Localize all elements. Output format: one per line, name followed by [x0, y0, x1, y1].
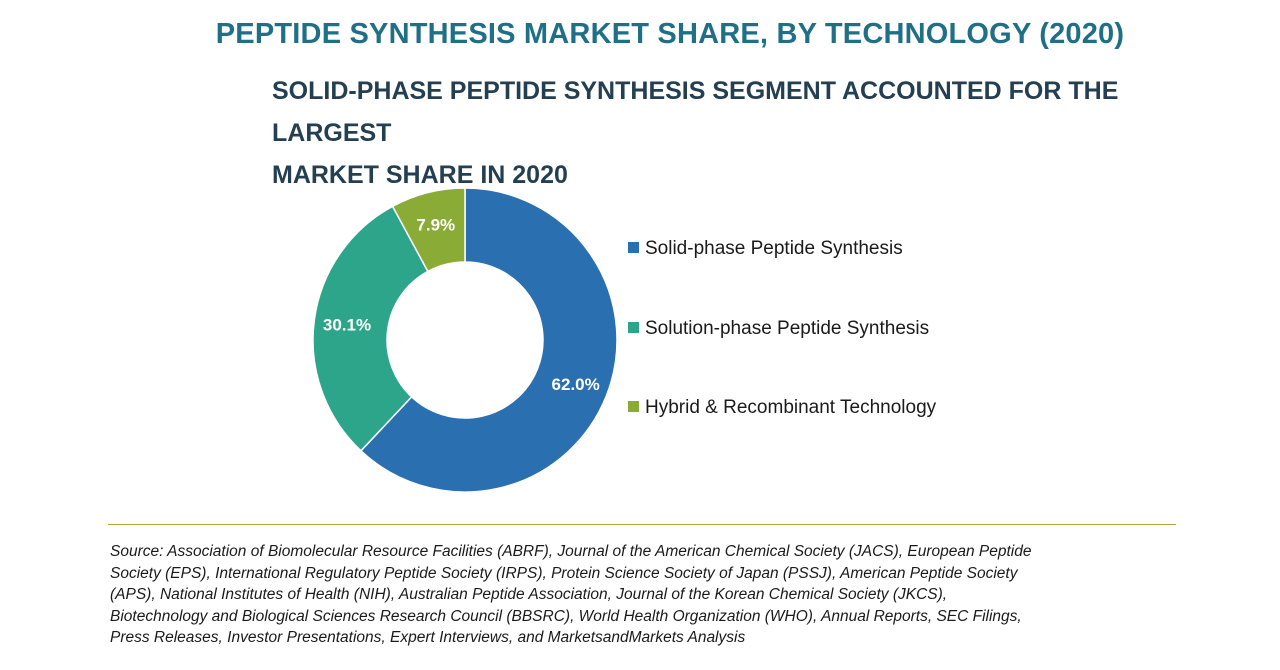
donut-slice-hybrid-recombinant — [391, 187, 466, 273]
legend-item-hybrid-recombinant: Hybrid & Recombinant Technology — [628, 397, 936, 419]
legend-label-solid-phase: Solid-phase Peptide Synthesis — [645, 238, 903, 259]
chart-title: PEPTIDE SYNTHESIS MARKET SHARE, BY TECHN… — [215, 18, 1125, 50]
subtitle-line-2: MARKET SHARE IN 2020 — [272, 161, 568, 189]
source-line: Source: Association of Biomolecular Reso… — [110, 543, 1032, 560]
legend-swatch-solution-phase — [628, 322, 639, 333]
legend-swatch-hybrid-recombinant — [628, 401, 639, 412]
legend-item-solid-phase: Solid-phase Peptide Synthesis — [628, 238, 903, 260]
subtitle-line-1: SOLID-PHASE PEPTIDE SYNTHESIS SEGMENT AC… — [272, 77, 1119, 147]
donut-data-labels: 62.0% 30.1% 7.9% — [323, 216, 600, 394]
source-line: Biotechnology and Biological Sciences Re… — [110, 607, 1022, 625]
source-note: Source: Association of Biomolecular Reso… — [110, 541, 1170, 649]
donut-slice-solution-phase — [312, 205, 429, 452]
source-line: Society (EPS), International Regulatory … — [110, 564, 1018, 582]
donut-slice-solid-phase — [359, 187, 618, 493]
data-label-hybrid-recombinant: 7.9% — [416, 216, 455, 235]
source-line: Press Releases, Investor Presentations, … — [110, 629, 746, 646]
donut-chart: 62.0% 30.1% 7.9% — [312, 187, 618, 493]
donut-slices — [312, 187, 618, 493]
legend-label-solution-phase: Solution-phase Peptide Synthesis — [645, 318, 930, 339]
data-label-solid-phase: 62.0% — [552, 375, 600, 394]
legend-label-hybrid-recombinant: Hybrid & Recombinant Technology — [645, 397, 937, 418]
chart-subtitle: SOLID-PHASE PEPTIDE SYNTHESIS SEGMENT AC… — [272, 70, 1172, 196]
footer-divider — [108, 524, 1176, 525]
legend-item-solution-phase: Solution-phase Peptide Synthesis — [628, 318, 929, 340]
source-line: (APS), National Institutes of Health (NI… — [110, 586, 948, 603]
legend-swatch-solid-phase — [628, 242, 639, 253]
data-label-solution-phase: 30.1% — [323, 316, 371, 335]
